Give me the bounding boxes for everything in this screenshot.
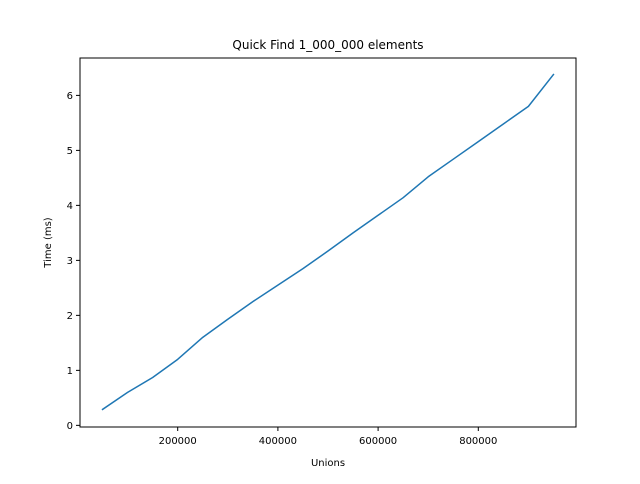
y-tick-label: 0	[67, 421, 73, 432]
plot-frame	[79, 57, 577, 428]
y-tick-label: 2	[67, 311, 73, 322]
series-layer	[101, 73, 555, 411]
y-tick-label: 1	[67, 366, 73, 377]
x-tick-label: 200000	[159, 436, 197, 447]
y-tick-label: 4	[67, 201, 73, 212]
x-axis-label: Unions	[311, 458, 345, 469]
y-axis-ticks: 0 1 2 3 4 5 6	[67, 91, 80, 432]
x-tick-label: 400000	[259, 436, 297, 447]
y-axis-label: Time (ms)	[43, 217, 54, 269]
y-tick-label: 6	[67, 91, 73, 102]
x-tick-label: 800000	[459, 436, 497, 447]
chart-title: Quick Find 1_000_000 elements	[232, 38, 423, 52]
x-tick-label: 600000	[359, 436, 397, 447]
series-line-0	[101, 73, 555, 411]
plot-area	[80, 58, 576, 427]
y-tick-label: 3	[67, 256, 73, 267]
x-axis-ticks: 200000 400000 600000 800000	[159, 427, 497, 447]
y-tick-label: 5	[67, 146, 73, 157]
